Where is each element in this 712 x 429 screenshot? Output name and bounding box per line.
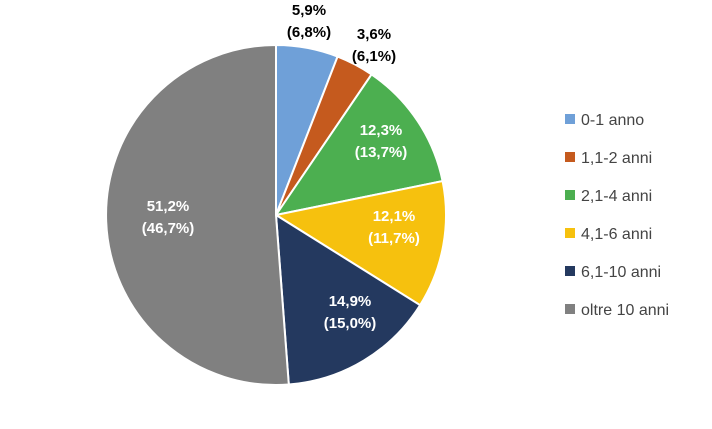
slice-label-6-1-10-anni: 14,9% (329, 293, 372, 310)
slice-sublabel-4-1-6-anni: (11,7%) (368, 230, 420, 247)
legend-label-4-1-6-anni: 4,1-6 anni (581, 226, 652, 243)
pie-slices (105, 43, 447, 386)
slice-label-2-1-4-anni: 12,3% (360, 122, 403, 139)
legend-label-oltre-10-anni: oltre 10 anni (581, 302, 669, 319)
legend: 0-1 anno 1,1-2 anni 2,1-4 anni 4,1-6 anni 6,… (565, 112, 669, 319)
legend-swatch-1-1-2-anni (565, 152, 575, 162)
legend-swatch-6-1-10-anni (565, 266, 575, 276)
legend-swatch-oltre-10-anni (565, 304, 575, 314)
legend-label-6-1-10-anni: 6,1-10 anni (581, 264, 661, 281)
slice-sublabel-6-1-10-anni: (15,0%) (324, 315, 377, 332)
slice-label-0-1-anno: 5,9% (292, 2, 326, 19)
slice-sublabel-1-1-2-anni: (6,1%) (352, 48, 396, 65)
legend-label-1-1-2-anni: 1,1-2 anni (581, 150, 652, 167)
pie-slice-2-1-4-anni (273, 73, 444, 217)
pie-slice-oltre-10-anni (105, 43, 290, 386)
slice-label-4-1-6-anni: 12,1% (373, 208, 416, 225)
legend-label-0-1-anno: 0-1 anno (581, 112, 644, 129)
slice-sublabel-2-1-4-anni: (13,7%) (355, 144, 408, 161)
slice-label-1-1-2-anni: 3,6% (357, 26, 391, 43)
slice-sublabel-oltre-10-anni: (46,7%) (142, 220, 195, 237)
pie-slice-4-1-6-anni (273, 179, 447, 307)
pie-slice-6-1-10-anni (274, 213, 422, 386)
legend-label-2-1-4-anni: 2,1-4 anni (581, 188, 652, 205)
slice-labels: 5,9% (6,8%) 3,6% (6,1%) 12,3% (13,7%) 12,1% (11… (142, 2, 420, 332)
legend-swatch-2-1-4-anni (565, 190, 575, 200)
slice-sublabel-0-1-anno: (6,8%) (287, 24, 331, 41)
legend-swatch-0-1-anno (565, 114, 575, 124)
slice-label-oltre-10-anni: 51,2% (147, 198, 190, 215)
legend-swatch-4-1-6-anni (565, 228, 575, 238)
